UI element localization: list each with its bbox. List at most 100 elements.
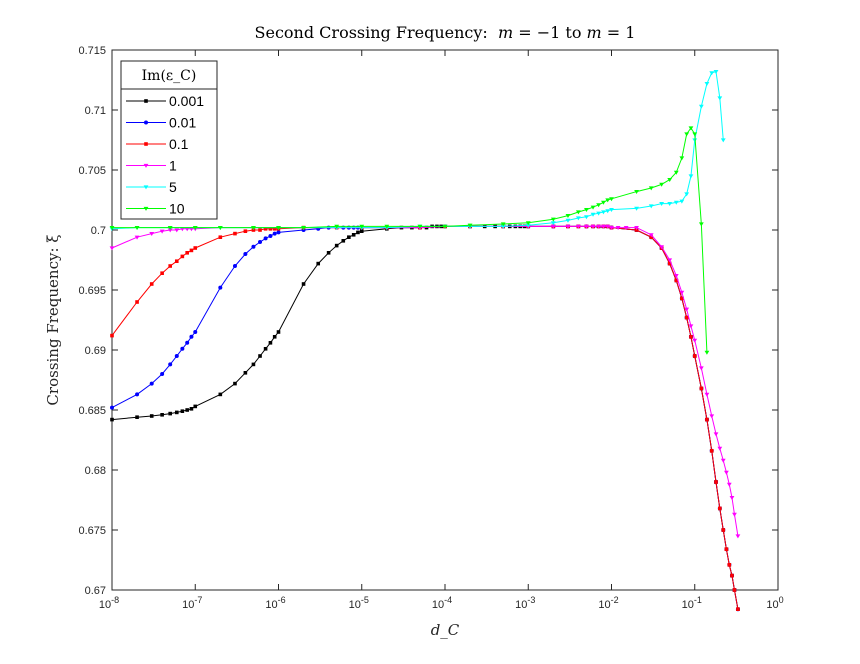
data-point [135, 300, 139, 304]
data-point [609, 226, 614, 230]
data-point [673, 170, 679, 175]
data-point [334, 224, 340, 229]
legend-box [120, 60, 218, 220]
data-point [149, 414, 154, 418]
data-point [500, 222, 506, 227]
data-point [301, 282, 306, 286]
data-point [698, 222, 704, 227]
x-tick-label: 10-6 [265, 595, 285, 611]
data-point [189, 407, 194, 411]
data-point [673, 200, 679, 205]
data-point [584, 208, 589, 212]
data-point [717, 96, 723, 101]
y-tick-label: 0.71 [85, 105, 106, 117]
data-point [258, 228, 262, 232]
data-point [193, 404, 198, 409]
data-point [704, 350, 710, 355]
data-point [605, 209, 611, 214]
data-point [326, 251, 331, 255]
data-point [575, 216, 581, 221]
data-point [584, 224, 589, 229]
data-point [185, 251, 189, 255]
data-point [667, 202, 673, 206]
data-point [243, 229, 248, 233]
data-point [684, 307, 690, 312]
data-point [174, 410, 179, 415]
data-point [648, 233, 654, 238]
y-axis-ticks: 0.67 0.675 0.68 0.685 0.69 0.695 0.7 0.705 0.71 0… [78, 45, 778, 597]
legend-label: 10 [169, 201, 185, 217]
data-point [159, 229, 165, 234]
data-point [680, 296, 684, 301]
data-point [705, 417, 709, 422]
data-point [727, 563, 732, 567]
data-point [268, 341, 273, 345]
data-point [584, 215, 589, 220]
legend-entries: 0.001 0.01 0.1 1 5 10 [126, 93, 204, 217]
data-point [193, 330, 198, 334]
data-point [272, 227, 277, 231]
data-point [149, 282, 154, 286]
data-point [109, 226, 115, 230]
legend-entry-5: 5 [126, 179, 177, 195]
data-point [659, 245, 665, 250]
data-point [217, 226, 223, 230]
legend-swatch-marker [144, 99, 148, 103]
data-point [110, 405, 114, 410]
data-point [565, 218, 571, 223]
x-axis-ticks: 10-8 10-7 10-6 10-5 10-4 10-3 10-2 10-1 100 [99, 50, 784, 611]
data-point [689, 335, 693, 339]
data-point [575, 210, 581, 215]
legend-swatch-marker [143, 185, 149, 190]
data-point [659, 202, 665, 206]
data-point [709, 71, 715, 76]
data-point [688, 324, 694, 329]
data-point [717, 446, 723, 451]
x-tick-label: 10-5 [349, 595, 369, 611]
data-point [692, 338, 698, 343]
data-point [688, 174, 694, 179]
data-point [251, 226, 256, 230]
data-point [500, 224, 506, 229]
data-point [167, 226, 173, 230]
data-point [174, 354, 179, 358]
data-point [698, 366, 704, 371]
data-point [735, 534, 741, 539]
data-point [704, 392, 710, 397]
x-tick-label: 100 [766, 595, 783, 611]
data-point [720, 458, 726, 463]
data-point [149, 232, 155, 236]
data-point [692, 354, 697, 358]
data-point [189, 334, 194, 339]
chart-title: Second Crossing Frequency: m = −1 to m =… [255, 23, 636, 42]
data-point [263, 347, 268, 351]
legend-label: 5 [169, 179, 177, 195]
data-point [316, 261, 321, 266]
data-point [714, 480, 718, 484]
data-point [667, 178, 673, 182]
data-point [601, 224, 606, 229]
data-point [258, 240, 263, 244]
data-point [168, 264, 172, 268]
data-point [679, 199, 685, 204]
x-tick-label: 10-4 [432, 595, 452, 611]
legend-label: 1 [169, 158, 177, 174]
data-point [601, 210, 606, 215]
legend-entry-10: 10 [126, 201, 185, 217]
data-point [659, 182, 665, 187]
data-point [334, 243, 339, 248]
x-axis-label: d_C [431, 621, 460, 639]
data-point [272, 335, 277, 339]
data-point [648, 204, 654, 209]
data-point [180, 409, 185, 413]
data-point [359, 229, 364, 233]
data-point [268, 234, 273, 238]
data-point [736, 607, 740, 611]
data-point [185, 340, 190, 345]
data-point [134, 235, 140, 240]
data-point [135, 392, 140, 397]
y-tick-label: 0.695 [78, 285, 106, 297]
data-point [623, 226, 629, 230]
data-point [565, 224, 571, 229]
data-point [704, 82, 710, 86]
